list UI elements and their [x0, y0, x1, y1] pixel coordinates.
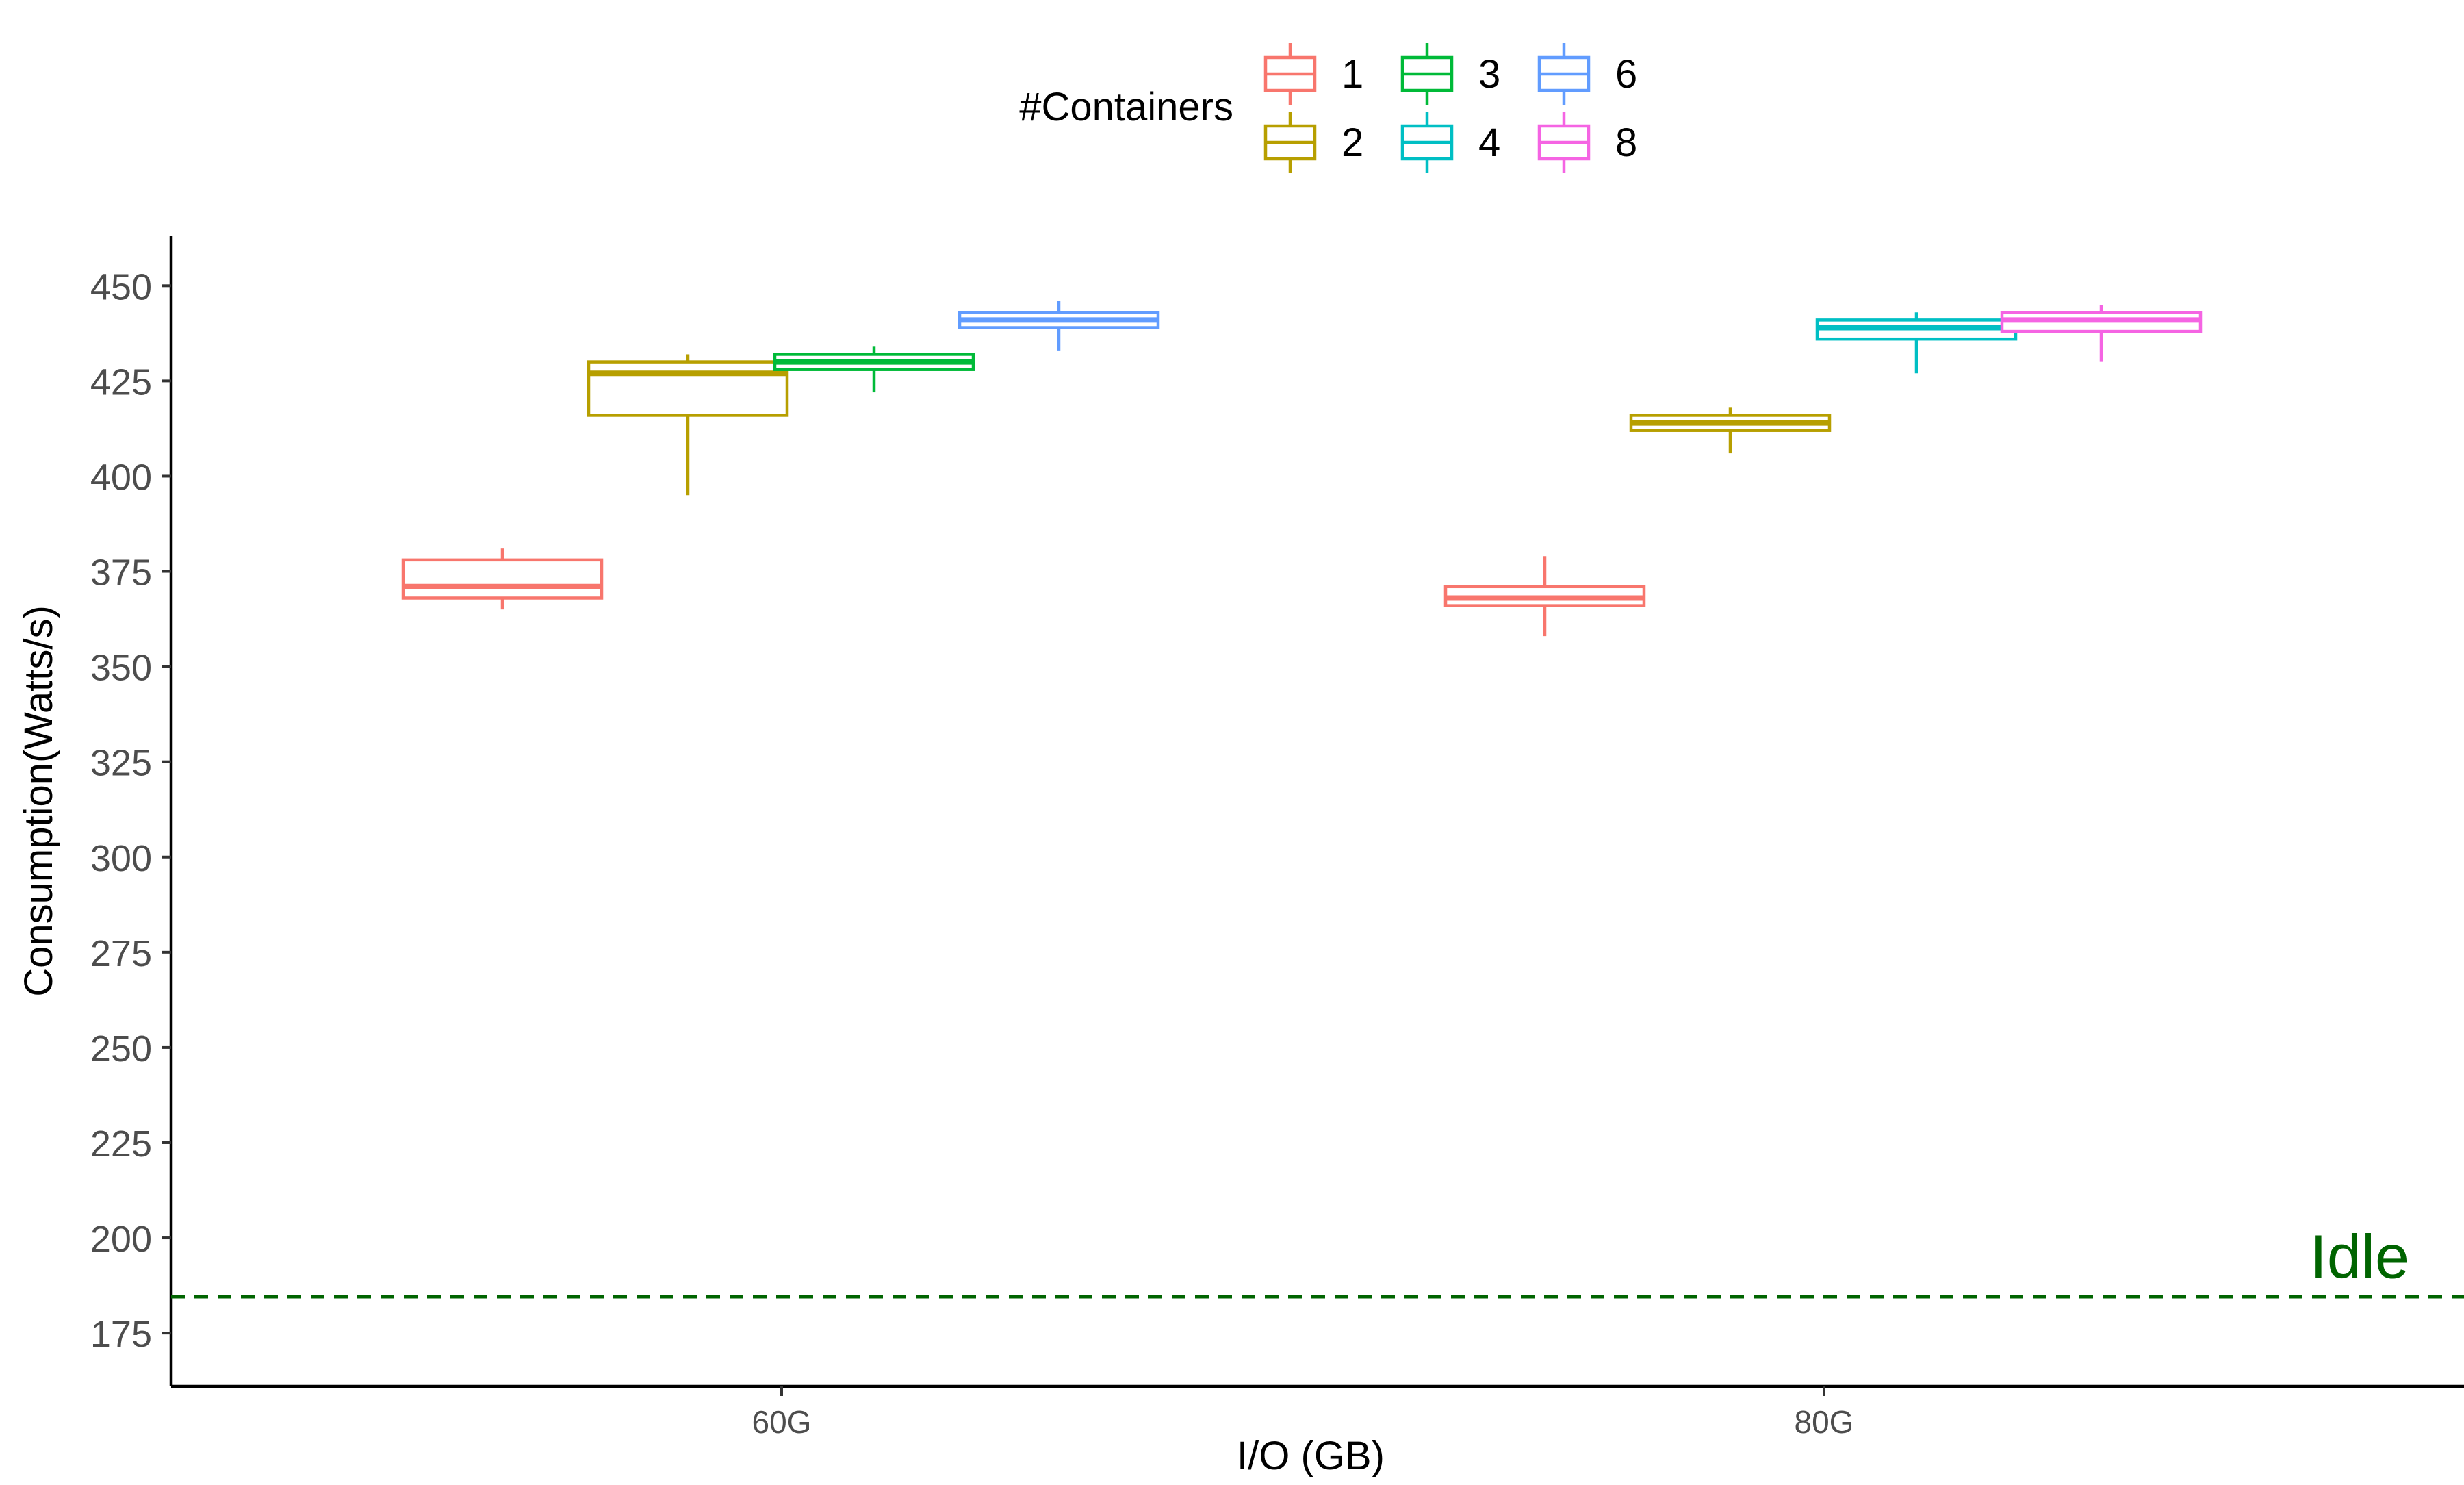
legend-key-2: 2: [1263, 112, 1363, 173]
x-tick-label: 80G: [1795, 1404, 1854, 1440]
y-tick-label: 300: [90, 838, 152, 879]
box-60G-3: [773, 346, 975, 393]
box-iqr: [401, 558, 604, 600]
plot-area: [401, 301, 2203, 637]
y-tick-label: 400: [90, 457, 152, 498]
y-tick-label: 325: [90, 743, 152, 784]
legend-label: 8: [1615, 120, 1637, 165]
box-80G-1: [1443, 556, 1646, 637]
x-tick-label: 60G: [752, 1404, 812, 1440]
legend-key-6: 6: [1537, 43, 1637, 105]
y-axis: 175 200 225 250 275 300 325 350 375 400 425 450: [90, 236, 173, 1386]
box-80G-2: [1629, 407, 1832, 454]
box-iqr: [587, 360, 789, 417]
legend-key-1: 1: [1263, 43, 1363, 105]
box-80G-8: [2000, 305, 2203, 362]
box-60G-2: [587, 354, 789, 496]
legend-label: 6: [1615, 52, 1637, 97]
x-axis: 60G 80G: [171, 1384, 2464, 1440]
legend-key-3: 3: [1400, 43, 1500, 105]
y-tick-label: 425: [90, 361, 152, 403]
legend-title: #Containers: [1019, 85, 1233, 129]
legend-key-4: 4: [1400, 112, 1500, 173]
y-tick-label: 450: [90, 266, 152, 307]
legend-key-8: 8: [1537, 112, 1637, 173]
box-60G-1: [401, 548, 604, 610]
y-tick-label: 250: [90, 1028, 152, 1069]
y-axis-title: Consumption(Watts/s): [16, 605, 61, 997]
legend-label: 4: [1478, 120, 1500, 165]
y-tick-label: 375: [90, 553, 152, 594]
legend-label: 1: [1342, 52, 1363, 97]
box-80G-4: [1815, 312, 2018, 374]
box-60G-6: [958, 301, 1160, 351]
legend: #Containers 1 2 3 4 6 8: [1019, 43, 1637, 173]
legend-label: 2: [1342, 120, 1363, 165]
y-tick-label: 350: [90, 648, 152, 689]
y-tick-label: 225: [90, 1124, 152, 1165]
idle-label: Idle: [2310, 1223, 2409, 1291]
y-tick-label: 275: [90, 933, 152, 974]
x-axis-title: I/O (GB): [1237, 1434, 1385, 1478]
idle-reference: Idle: [171, 1223, 2464, 1299]
y-tick-label: 175: [90, 1314, 152, 1355]
legend-label: 3: [1478, 52, 1500, 97]
y-tick-label: 200: [90, 1219, 152, 1260]
